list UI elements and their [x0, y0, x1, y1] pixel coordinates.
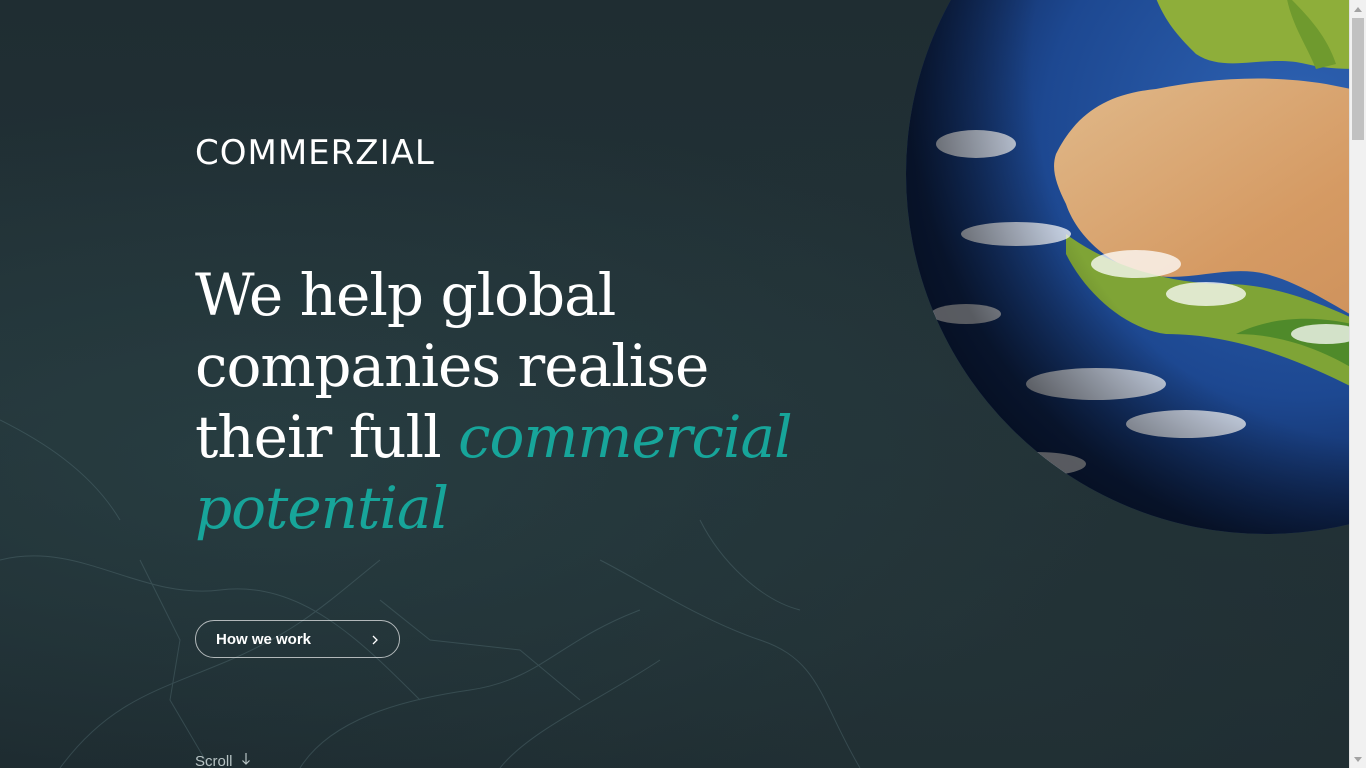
headline-line-2: companies realise — [195, 332, 709, 400]
hero-headline: We help global companies realise their ful… — [195, 260, 815, 544]
how-we-work-button[interactable]: How we work — [195, 620, 400, 658]
arrow-down-icon — [241, 752, 251, 768]
scrollbar-thumb[interactable] — [1352, 18, 1364, 140]
headline-line-3: their full — [195, 403, 459, 471]
vertical-scrollbar[interactable] — [1349, 0, 1366, 768]
headline-accent-text: commercial potential — [195, 403, 793, 542]
how-we-work-label: How we work — [216, 630, 312, 648]
earth-globe-image — [906, 0, 1366, 534]
brand-logo[interactable]: COMMERZIAL — [195, 133, 435, 173]
scroll-down-icon[interactable] — [1350, 751, 1366, 768]
chevron-right-icon — [369, 633, 381, 645]
scroll-label: Scroll — [195, 752, 233, 768]
scroll-up-icon[interactable] — [1350, 0, 1366, 17]
headline-line-1: We help global — [195, 261, 616, 329]
scroll-indicator[interactable]: Scroll — [195, 752, 251, 768]
